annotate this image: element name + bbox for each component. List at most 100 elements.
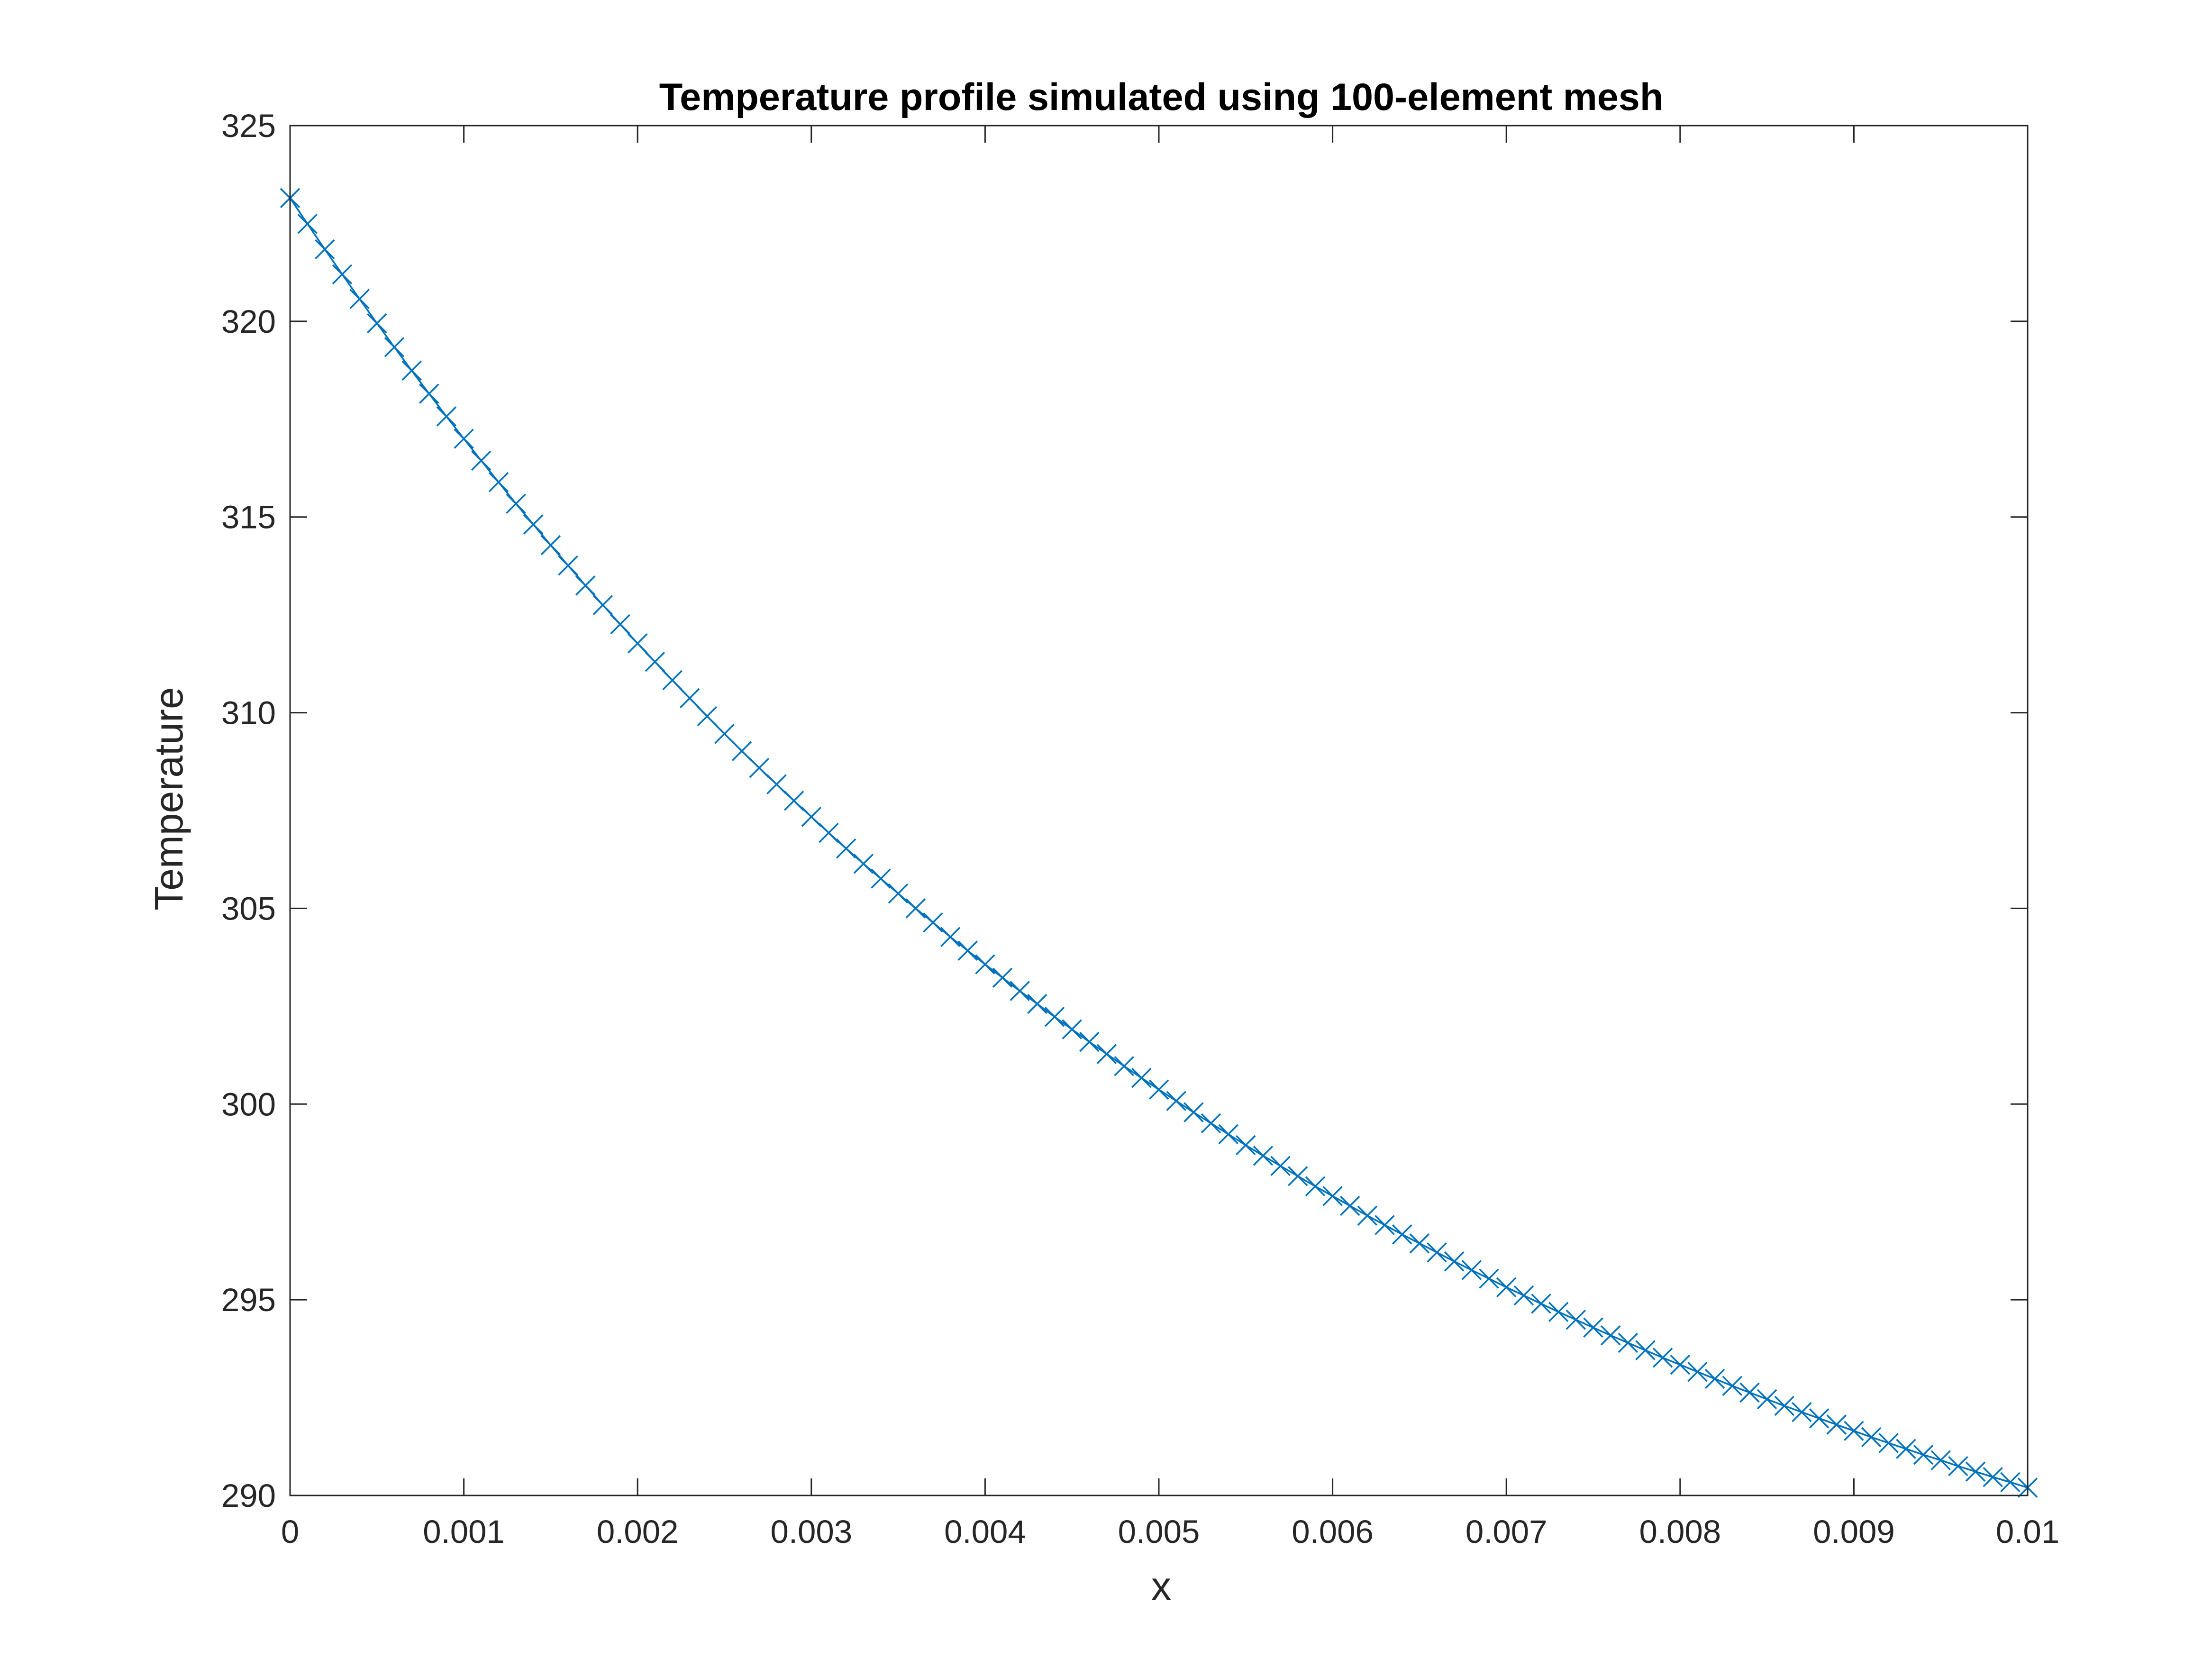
x-tick-label: 0.006 <box>1292 1513 1374 1550</box>
data-point-marker <box>1913 1444 1934 1465</box>
data-point-marker <box>454 428 474 449</box>
data-point-marker <box>1357 1205 1378 1226</box>
data-point-marker <box>1148 1079 1169 1100</box>
chart-title: Temperature profile simulated using 100-… <box>659 76 1664 118</box>
y-tick-label: 320 <box>221 303 276 340</box>
data-point-marker <box>819 822 839 843</box>
data-point-marker <box>1392 1224 1412 1245</box>
data-point-marker <box>731 741 752 761</box>
data-point-marker <box>384 337 405 357</box>
x-tick-label: 0.001 <box>423 1513 505 1550</box>
data-point-marker <box>592 595 613 615</box>
data-point-marker <box>1010 981 1030 1001</box>
x-tick-label: 0.009 <box>1813 1513 1895 1550</box>
data-point-marker <box>749 757 770 778</box>
data-point-marker <box>1930 1450 1951 1470</box>
data-point-marker <box>558 555 578 576</box>
data-point-marker <box>1826 1414 1847 1435</box>
x-tick-label: 0.003 <box>770 1513 852 1550</box>
x-tick-label: 0.008 <box>1639 1513 1721 1550</box>
x-axis-label: x <box>1151 1564 1171 1608</box>
data-point-marker <box>1739 1382 1760 1403</box>
y-axis-label: Temperature <box>146 687 191 911</box>
data-point-marker <box>714 723 735 744</box>
data-point-marker <box>1496 1277 1517 1297</box>
data-point-marker <box>1965 1461 1986 1482</box>
data-point-marker <box>1844 1421 1864 1441</box>
plot-area <box>280 188 2038 1498</box>
data-point-marker <box>645 651 665 672</box>
data-point-marker <box>471 450 492 471</box>
data-point-marker <box>1305 1176 1326 1196</box>
data-point-marker <box>836 838 856 859</box>
data-point-marker <box>1253 1146 1274 1166</box>
data-point-marker <box>801 806 822 827</box>
data-point-marker <box>297 214 318 234</box>
data-point-marker <box>627 633 648 654</box>
data-point-marker <box>1079 1031 1100 1052</box>
x-tick-label: 0.004 <box>944 1513 1026 1550</box>
data-point-marker <box>1670 1354 1691 1375</box>
data-point-marker <box>1704 1368 1725 1389</box>
y-tick-label: 305 <box>221 890 276 927</box>
data-point-marker <box>853 854 874 874</box>
data-point-marker <box>1114 1056 1134 1076</box>
data-point-marker <box>1340 1195 1360 1216</box>
data-point-marker <box>905 898 926 919</box>
data-point-marker <box>1583 1317 1603 1338</box>
x-tick-label: 0.005 <box>1118 1513 1200 1550</box>
data-point-marker <box>1201 1113 1221 1133</box>
data-point-marker <box>992 967 1013 988</box>
data-point-marker <box>923 912 943 933</box>
data-point-marker <box>1652 1348 1673 1368</box>
data-point-marker <box>957 940 978 961</box>
data-point-marker <box>1618 1332 1639 1353</box>
data-point-marker <box>1531 1294 1551 1314</box>
data-point-marker <box>1322 1186 1343 1206</box>
data-point-marker <box>488 472 509 492</box>
data-point-marker <box>1409 1233 1430 1254</box>
data-point-marker <box>1166 1091 1186 1111</box>
data-point-marker <box>1096 1044 1117 1064</box>
data-point-marker <box>401 360 422 381</box>
data-point-marker <box>332 264 353 285</box>
data-point-marker <box>1600 1325 1621 1346</box>
y-tick-label: 315 <box>221 499 276 536</box>
data-point-marker <box>349 289 370 310</box>
data-point-marker <box>940 927 961 947</box>
data-point-marker <box>610 614 630 635</box>
data-point-marker <box>975 954 995 975</box>
data-point-marker <box>367 313 387 334</box>
data-point-marker <box>1635 1340 1656 1360</box>
data-point-marker <box>1062 1019 1082 1039</box>
data-point-marker <box>1236 1135 1256 1156</box>
data-point-marker <box>766 774 787 794</box>
y-tick-label: 325 <box>221 108 276 144</box>
x-tick-label: 0 <box>281 1513 299 1550</box>
data-point-marker <box>1983 1467 2003 1487</box>
data-point-marker <box>1687 1361 1708 1382</box>
data-point-marker <box>888 883 909 904</box>
data-point-marker <box>1513 1285 1534 1306</box>
data-point-marker <box>1896 1439 1916 1459</box>
data-point-marker <box>1722 1376 1743 1396</box>
data-point-marker <box>1809 1408 1830 1429</box>
y-tick-label: 290 <box>221 1477 276 1514</box>
data-point-marker <box>436 406 457 427</box>
data-point-marker <box>783 791 804 811</box>
data-point-marker <box>1288 1166 1308 1186</box>
data-point-marker <box>575 575 596 596</box>
data-point-marker <box>1027 994 1047 1014</box>
data-point-marker <box>871 868 891 889</box>
data-point-marker <box>1566 1310 1586 1330</box>
data-point-marker <box>1375 1215 1395 1235</box>
data-point-marker <box>2000 1472 2021 1493</box>
data-point-marker <box>679 688 700 709</box>
y-tick-label: 295 <box>221 1282 276 1318</box>
data-point-marker <box>315 239 335 260</box>
y-tick-label: 300 <box>221 1086 276 1122</box>
data-point-marker <box>506 493 526 514</box>
y-tick-label: 310 <box>221 695 276 731</box>
data-point-marker <box>697 706 718 727</box>
